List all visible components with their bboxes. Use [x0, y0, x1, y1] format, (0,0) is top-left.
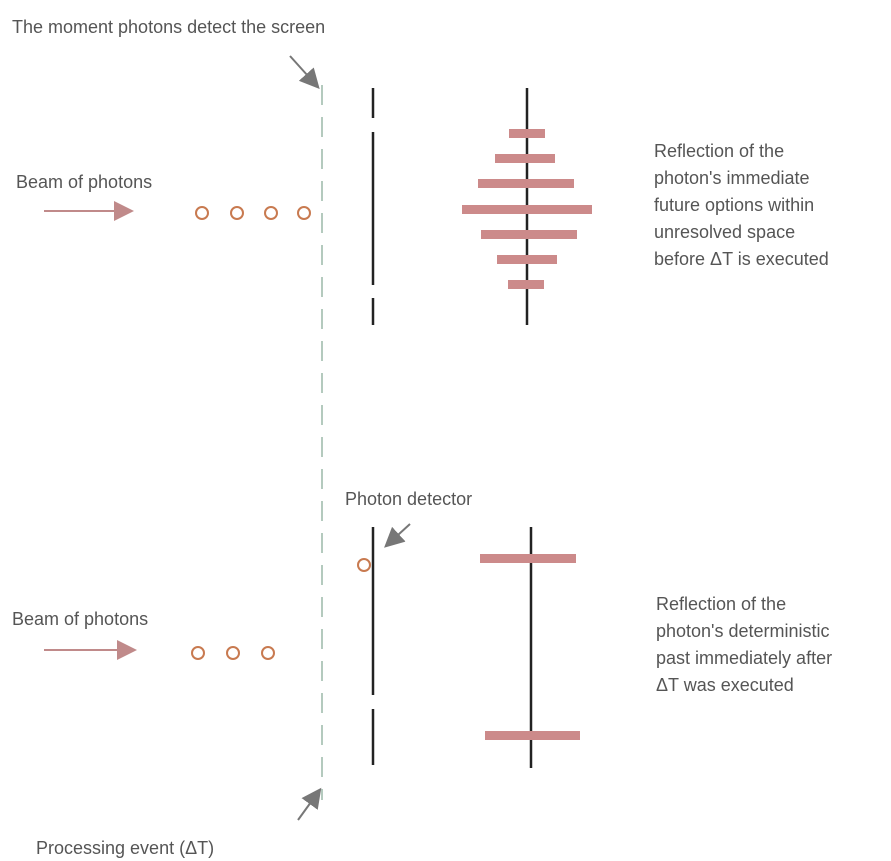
photons: [195, 206, 311, 220]
reflection-line: photon's immediate: [654, 168, 810, 188]
screen-label: The moment photons detect the screen: [12, 17, 325, 37]
reflection-line: past immediately after: [656, 648, 832, 668]
arrow: [289, 55, 320, 89]
arrow: [384, 523, 411, 548]
reflection-line: before ΔT is executed: [654, 249, 829, 269]
reflection-line: Reflection of the: [656, 594, 786, 614]
beam-label: Beam of photons: [12, 609, 148, 629]
reflection-line: future options within: [654, 195, 814, 215]
bottom-bars: [480, 554, 580, 740]
photons: [191, 646, 275, 660]
detector-label: Photon detector: [345, 489, 472, 509]
reflection-line: unresolved space: [654, 222, 795, 242]
reflection-line: ΔT was executed: [656, 675, 794, 695]
top-bars: [462, 129, 592, 289]
bottom-reflection: Reflection of the photon's deterministic p…: [656, 594, 832, 695]
arrow: [297, 787, 322, 821]
reflection-line: Reflection of the: [654, 141, 784, 161]
top-reflection: Reflection of the photon's immediate futur…: [654, 141, 829, 269]
reflection-line: photon's deterministic: [656, 621, 830, 641]
detected-photon: [357, 558, 371, 572]
processing-label: Processing event (ΔT): [36, 838, 214, 858]
beam-label: Beam of photons: [16, 172, 152, 192]
